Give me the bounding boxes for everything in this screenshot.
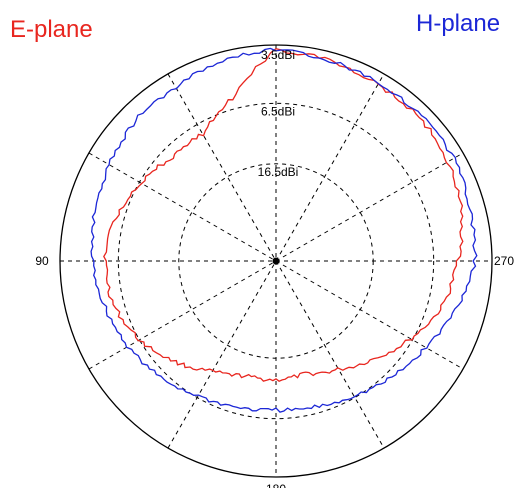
- tick-labels: 3.5dBi 6.5dBi 16.5dBi 90 180 270: [35, 48, 514, 488]
- legend-e-plane: E-plane: [10, 16, 93, 43]
- legend-h-plane: H-plane: [416, 10, 501, 37]
- series-layer: [90, 47, 478, 413]
- ring-label-1: 6.5dBi: [261, 104, 295, 118]
- angle-label-90: 90: [35, 254, 49, 268]
- ring-1: [117, 102, 435, 420]
- series-h-plane: [90, 47, 478, 413]
- angle-label-180: 180: [266, 482, 286, 488]
- series-e-plane: [103, 48, 464, 382]
- ring-label-2: 16.5dBi: [258, 165, 299, 179]
- center-dot: [272, 257, 280, 265]
- ring-label-0: 3.5dBi: [261, 48, 295, 62]
- angle-label-270: 270: [494, 254, 514, 268]
